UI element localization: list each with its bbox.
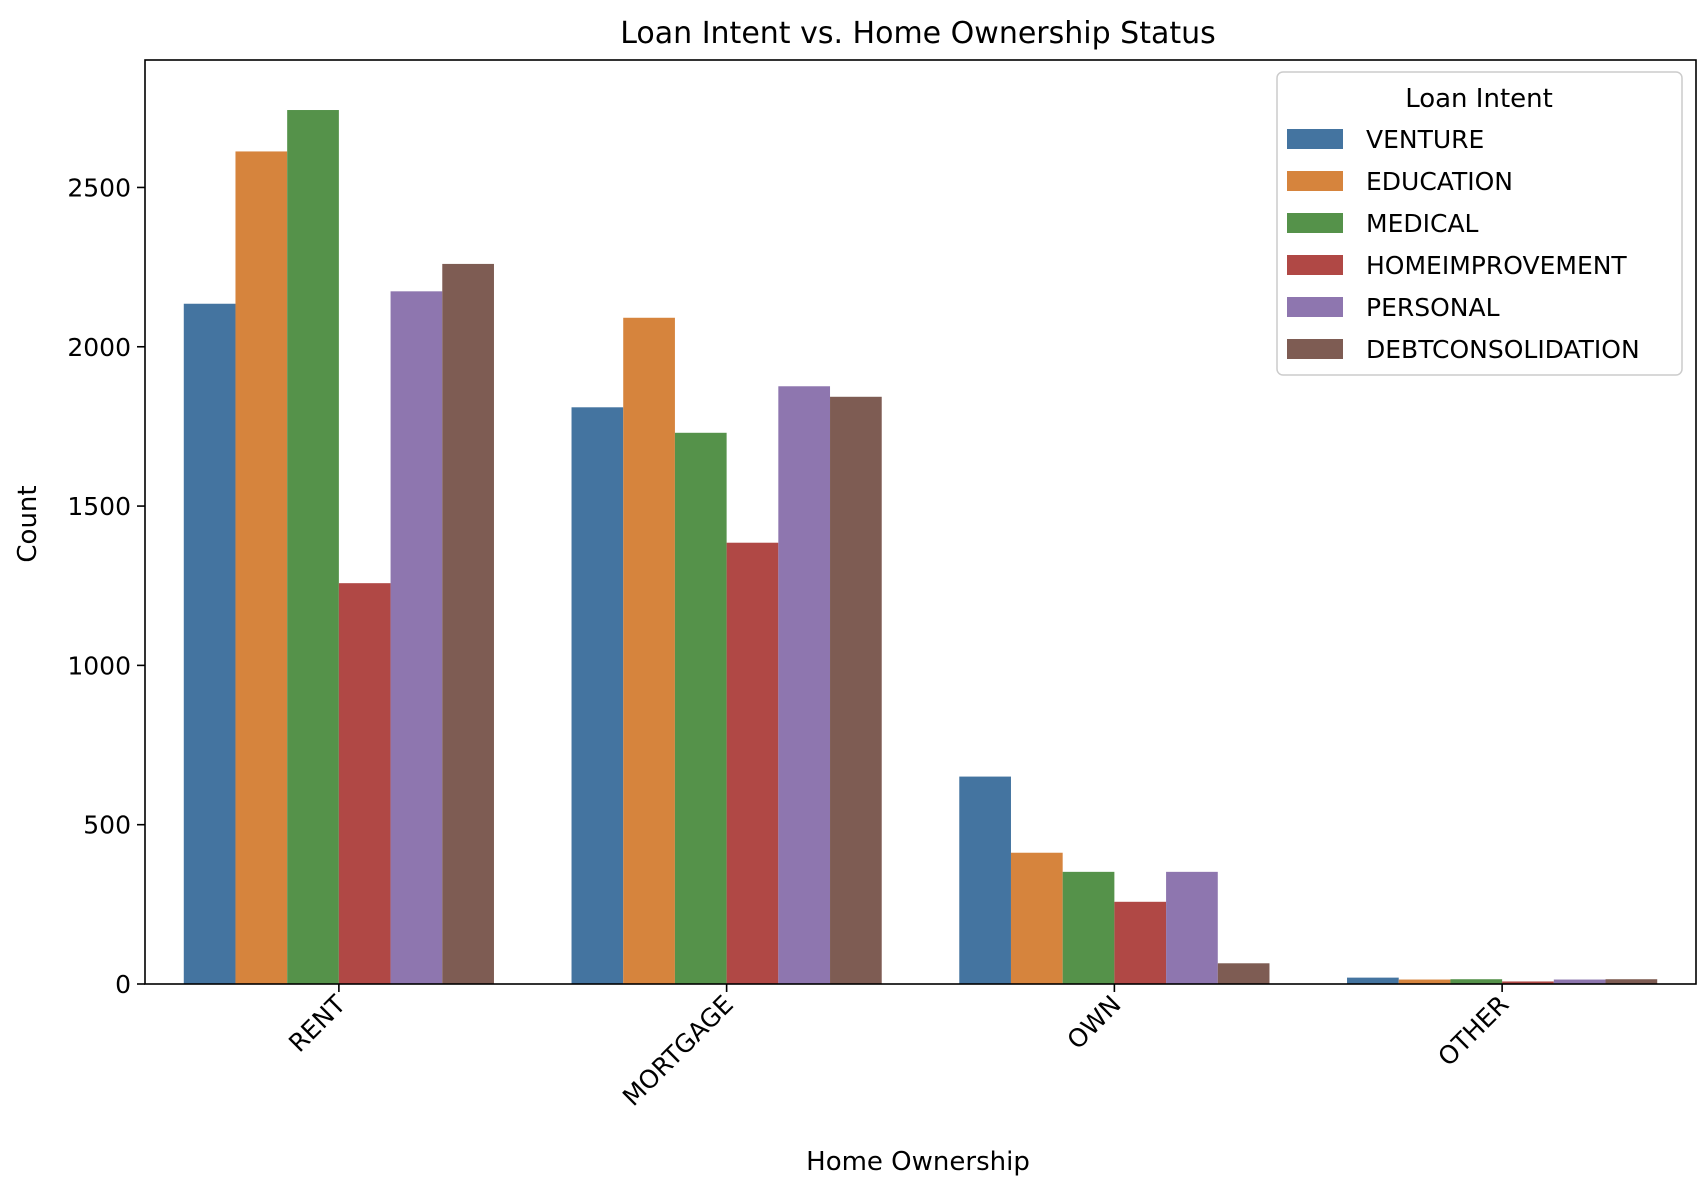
legend-swatch-homeimprovement: [1287, 255, 1343, 275]
bar-rent-debtconsolidation: [442, 263, 494, 984]
legend-swatch-personal: [1287, 297, 1343, 317]
bar-own-homeimprovement: [1114, 901, 1167, 984]
legend-label-debtconsolidation: DEBTCONSOLIDATION: [1366, 335, 1640, 364]
x-tick-label-mortgage: MORTGAGE: [617, 990, 739, 1112]
bar-own-venture: [959, 776, 1011, 984]
y-axis: 0 500 1000 1500 2000 2500: [67, 173, 145, 999]
bar-mortgage-medical: [674, 432, 727, 984]
x-axis-label: Home Ownership: [806, 1147, 1030, 1177]
bar-own-debtconsolidation: [1217, 963, 1270, 984]
y-tick-label: 1000: [67, 651, 131, 680]
bar-other-education: [1398, 979, 1451, 984]
bars-layer: [183, 110, 1658, 985]
legend-swatch-education: [1287, 171, 1343, 191]
legend-items: VENTURE EDUCATION MEDICAL HOMEIMPROVEMENT PE…: [1287, 125, 1640, 364]
bar-rent-medical: [287, 110, 339, 985]
x-tick-label-other: OTHER: [1432, 990, 1514, 1072]
x-axis: RENT MORTGAGE OWN OTHER: [283, 984, 1514, 1112]
bar-other-debtconsolidation: [1605, 979, 1658, 984]
legend-label-venture: VENTURE: [1366, 125, 1484, 154]
bar-mortgage-education: [623, 317, 675, 984]
bar-rent-education: [235, 151, 288, 984]
legend-title: Loan Intent: [1405, 84, 1553, 114]
bar-own-education: [1010, 852, 1063, 984]
bar-mortgage-homeimprovement: [726, 542, 779, 984]
legend-label-medical: MEDICAL: [1366, 209, 1479, 238]
plot-frame: [144, 59, 1697, 985]
bar-rent-personal: [390, 291, 443, 985]
bar-own-personal: [1166, 871, 1218, 984]
bar-mortgage-personal: [778, 386, 831, 984]
bar-other-personal: [1553, 979, 1606, 984]
bar-own-medical: [1062, 871, 1115, 984]
bar-rent-homeimprovement: [338, 583, 391, 984]
bar-mortgage-debtconsolidation: [830, 396, 882, 984]
legend-swatch-debtconsolidation: [1287, 339, 1343, 359]
chart-title: Loan Intent vs. Home Ownership Status: [620, 16, 1216, 51]
legend-label-education: EDUCATION: [1366, 167, 1513, 196]
legend-swatch-venture: [1287, 129, 1343, 149]
legend-box: [1276, 71, 1683, 376]
legend-label-personal: PERSONAL: [1366, 293, 1500, 322]
y-axis-label: Count: [13, 485, 43, 562]
legend-swatch-medical: [1287, 213, 1343, 233]
legend-label-homeimprovement: HOMEIMPROVEMENT: [1366, 251, 1627, 280]
bar-other-venture: [1347, 977, 1399, 984]
y-tick-label: 1500: [67, 492, 131, 521]
x-tick-label-own: OWN: [1061, 990, 1126, 1055]
y-tick-label: 500: [83, 811, 131, 840]
bar-mortgage-venture: [571, 407, 624, 985]
bar-other-medical: [1450, 979, 1503, 984]
y-tick-label: 2500: [67, 173, 131, 202]
legend: Loan Intent VENTURE EDUCATION MEDICAL HOMEI…: [1276, 71, 1683, 376]
bar-rent-venture: [183, 303, 236, 984]
y-tick-label: 0: [115, 970, 131, 999]
bar-other-homeimprovement: [1502, 981, 1554, 984]
y-tick-label: 2000: [67, 333, 131, 362]
x-tick-label-rent: RENT: [283, 989, 351, 1057]
